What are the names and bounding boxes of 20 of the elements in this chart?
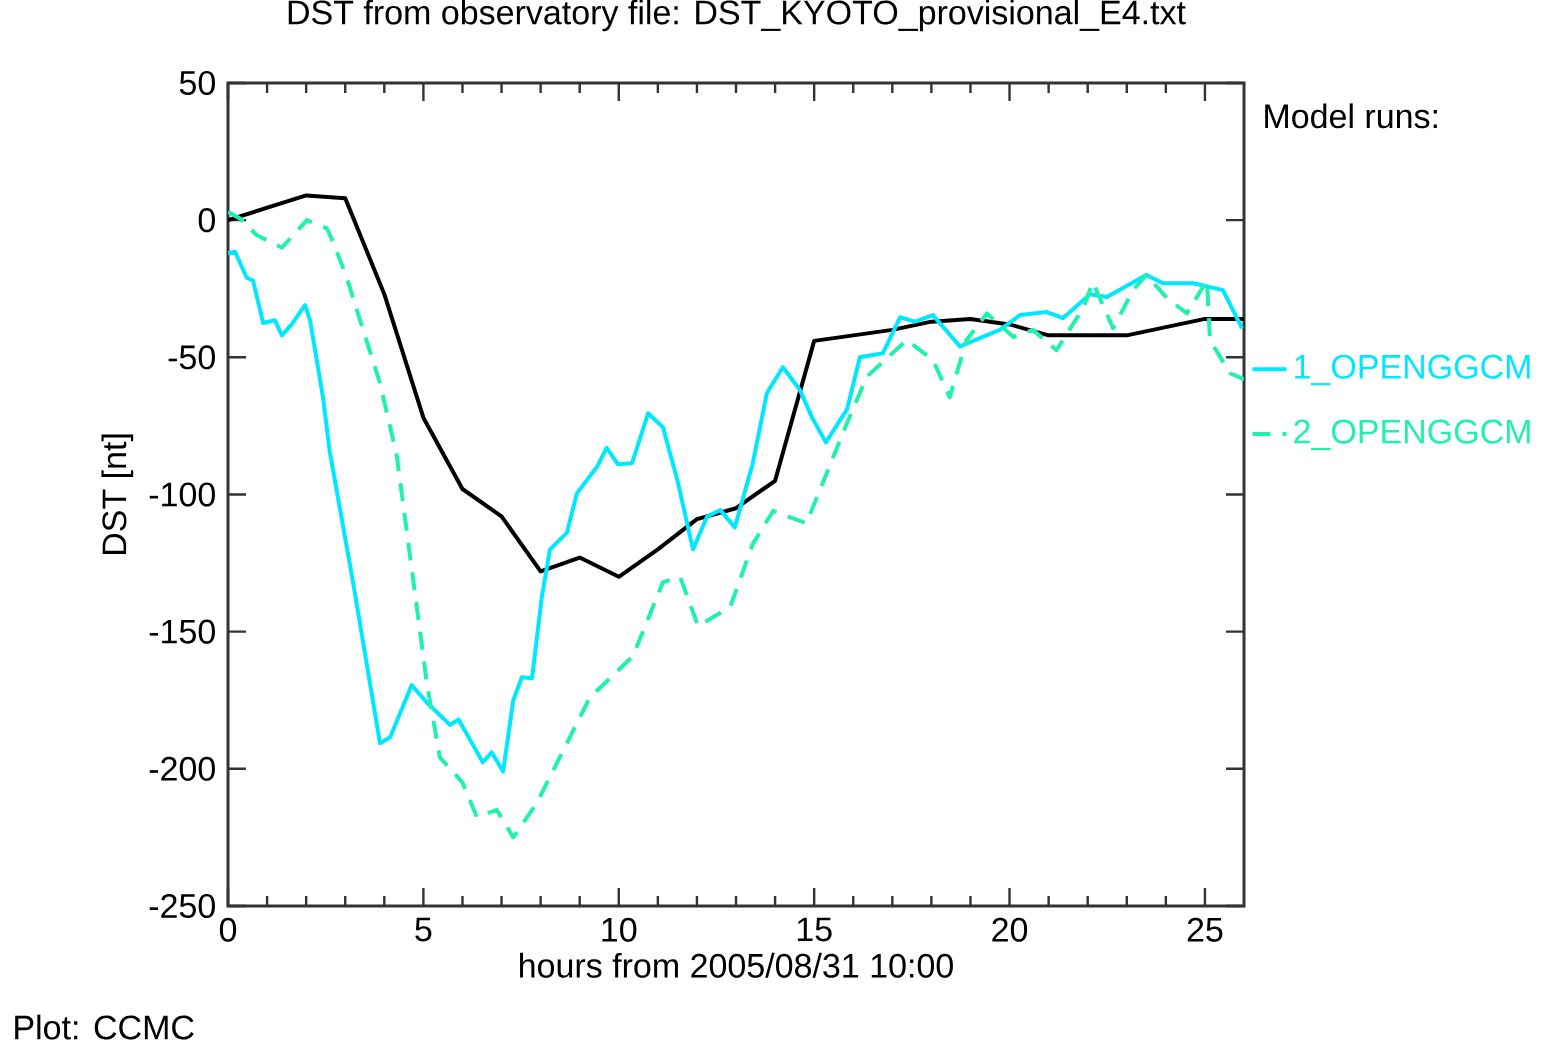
x-tick-label: 25 bbox=[1187, 917, 1223, 942]
legend-title: Model runs: bbox=[1265, 103, 1437, 129]
x-tick-label: 5 bbox=[415, 917, 432, 942]
legend-label: 2_OPENGGCM bbox=[1294, 419, 1530, 451]
y-tick-label: -250 bbox=[149, 893, 215, 919]
x-tick-label: 15 bbox=[797, 917, 832, 942]
legend-label: 1_OPENGGCM bbox=[1295, 354, 1530, 386]
chart-title: DST from observatory file: DST_KYOTO_provisional_E4.txt bbox=[288, 0, 1186, 32]
y-tick-label: -100 bbox=[149, 482, 215, 507]
text: Plot: CCMC bbox=[15, 1014, 194, 1040]
y-tick-label: -200 bbox=[149, 756, 215, 781]
y-tick-label: 50 bbox=[179, 70, 215, 96]
y-axis-title: DST [nt] bbox=[101, 434, 134, 555]
x-tick-label: 0 bbox=[219, 917, 237, 942]
x-axis-title: hours from 2005/08/31 10:00 bbox=[520, 952, 953, 978]
y-tick-label: -50 bbox=[168, 345, 215, 370]
y-tick-label: 0 bbox=[198, 208, 215, 233]
x-tick-label: 10 bbox=[602, 917, 637, 942]
y-tick-label: -150 bbox=[149, 619, 215, 644]
x-tick-label: 20 bbox=[992, 917, 1028, 942]
